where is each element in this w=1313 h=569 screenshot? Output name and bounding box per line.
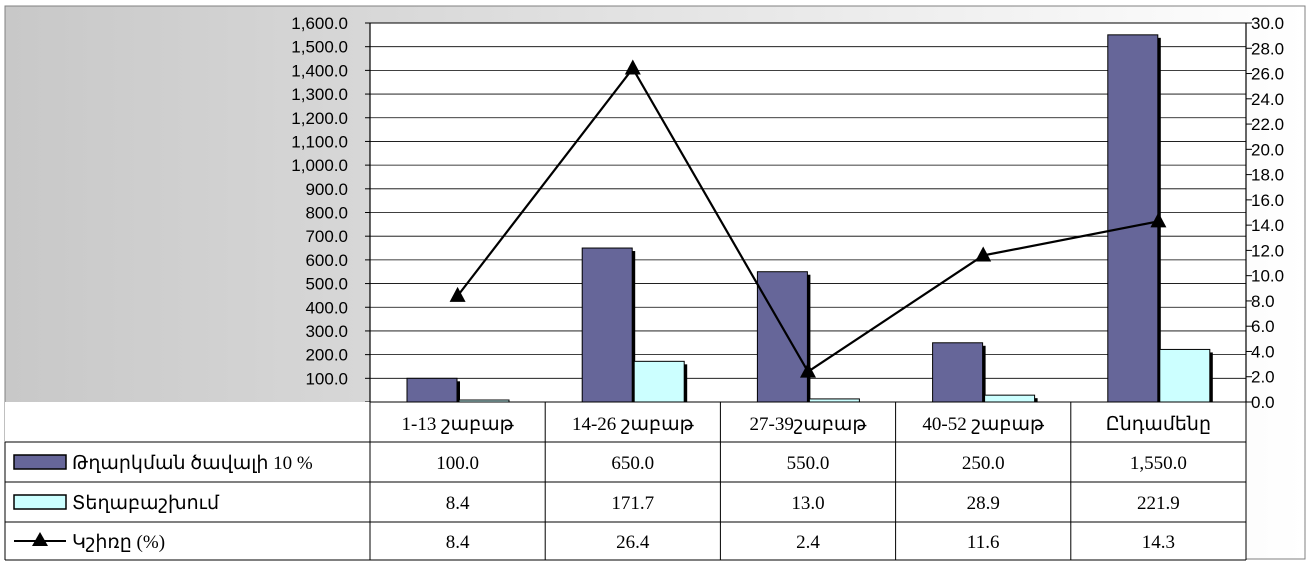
left-axis-tick-label: 700.0 [305,227,348,246]
bar-series-1 [407,378,457,402]
category-label: 14-26 շաբաթ [572,414,695,435]
category-label: 1-13 շաբաթ [402,414,515,435]
bar-series-1 [933,343,983,402]
data-value: 250.0 [962,453,1005,474]
data-value: 550.0 [787,453,830,474]
left-axis-tick-label: 300.0 [305,322,348,341]
legend-key-1 [14,455,66,469]
right-axis-tick-label: 30.0 [1251,14,1284,33]
data-value: 28.9 [967,493,1000,514]
left-axis-tick-label: 1,400.0 [291,61,348,80]
data-value: 8.4 [446,532,470,553]
right-axis-tick-label: 0.0 [1251,393,1275,412]
right-axis-tick-label: 10.0 [1251,267,1284,286]
data-value: 1,550.0 [1130,453,1187,474]
data-value: 26.4 [616,532,650,553]
data-value: 11.6 [967,532,1000,553]
left-axis-tick-label: 1,600.0 [291,14,348,33]
left-axis-tick-label: 400.0 [305,298,348,317]
data-value: 221.9 [1137,493,1180,514]
left-axis-tick-label: 200.0 [305,346,348,365]
data-value: 13.0 [791,493,824,514]
data-value: 14.3 [1142,532,1175,553]
series-name: Կշիռը (%) [72,532,165,553]
left-axis-tick-label: 800.0 [305,204,348,223]
category-label: Ընդամենը [1106,414,1211,435]
legend-key-2 [14,495,66,509]
bar-series-1 [1108,35,1158,402]
right-axis-tick-label: 20.0 [1251,140,1284,159]
series-name: Թղարկման ծավալի 10 % [72,453,313,474]
left-axis-tick-label: 1,300.0 [291,85,348,104]
left-axis-tick-label: 1,500.0 [291,38,348,57]
right-axis-tick-label: 6.0 [1251,317,1275,336]
bar-series-1 [757,272,807,402]
right-axis-tick-label: 4.0 [1251,342,1275,361]
left-axis-tick-label: 600.0 [305,251,348,270]
category-label: 27-39շաբաթ [750,414,868,435]
right-axis-tick-label: 14.0 [1251,216,1284,235]
left-axis-tick-label: 1,000.0 [291,156,348,175]
right-axis-tick-label: 8.0 [1251,292,1275,311]
bar-series-1 [582,248,632,402]
data-value: 8.4 [446,493,470,514]
right-axis-tick-label: 12.0 [1251,241,1284,260]
data-value: 2.4 [796,532,820,553]
right-axis-tick-label: 22.0 [1251,115,1284,134]
data-value: 171.7 [611,493,654,514]
right-axis-tick-label: 16.0 [1251,191,1284,210]
category-label: 40-52 շաբաթ [922,414,1045,435]
data-value: 100.0 [436,453,479,474]
data-value: 650.0 [611,453,654,474]
right-axis-tick-label: 2.0 [1251,368,1275,387]
right-axis-tick-label: 26.0 [1251,65,1284,84]
bar-series-2 [634,361,684,402]
left-axis-tick-label: 900.0 [305,180,348,199]
right-axis-tick-label: 24.0 [1251,90,1284,109]
left-axis-tick-label: 500.0 [305,275,348,294]
left-axis-tick-label: 1,200.0 [291,109,348,128]
bar-series-2 [1160,349,1210,402]
right-axis-tick-label: 28.0 [1251,39,1284,58]
bar-series-2 [985,395,1035,402]
series-name: Տեղաբաշխում [72,493,220,514]
left-axis-tick-label: 1,100.0 [291,132,348,151]
right-axis-tick-label: 18.0 [1251,166,1284,185]
left-axis-tick-label: 100.0 [305,369,348,388]
